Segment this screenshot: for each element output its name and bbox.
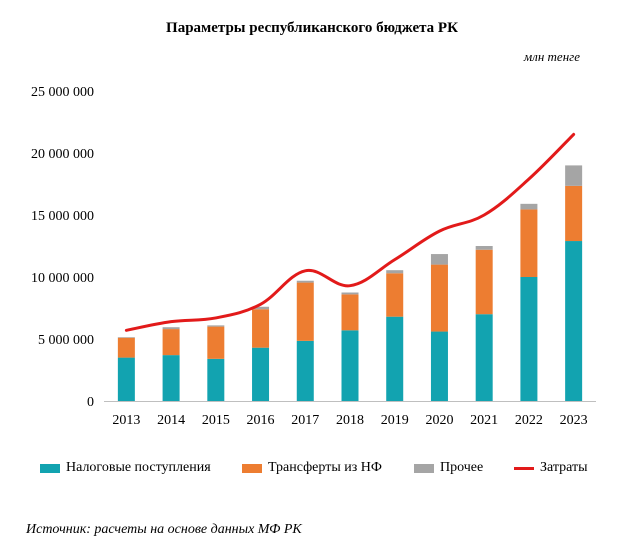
bar-tax xyxy=(207,358,225,401)
bar-other xyxy=(565,165,583,186)
bar-other xyxy=(117,337,135,338)
bar-tax xyxy=(162,355,180,401)
legend-item-other: Прочее xyxy=(414,460,483,476)
stacked-bar-line-chart: 0 5 000 000 10 000 000 15 000 000 20 000 000… xyxy=(31,85,596,428)
bar-other xyxy=(162,327,180,330)
bar-transfers xyxy=(252,309,270,348)
y-tick-label: 25 000 000 xyxy=(31,85,94,100)
legend-swatch-tax xyxy=(40,463,60,473)
y-tick-label: 20 000 000 xyxy=(31,147,94,162)
bar-other xyxy=(252,306,270,310)
legend-label-other: Прочее xyxy=(440,460,484,475)
bar-tax xyxy=(475,314,493,401)
bar-transfers xyxy=(565,185,583,242)
legend-item-expenses: Затраты xyxy=(514,460,588,476)
legend-label-transfers: Трансферты из НФ xyxy=(268,460,382,475)
bar-transfers xyxy=(430,264,448,332)
bar-transfers xyxy=(341,294,359,331)
bar-transfers xyxy=(386,273,404,317)
bar-tax xyxy=(117,357,135,401)
legend-swatch-transfers xyxy=(242,463,262,473)
x-tick-label: 2018 xyxy=(336,413,364,428)
bar-tax xyxy=(386,316,404,401)
legend-label-expenses: Затраты xyxy=(540,460,588,475)
legend: Налоговые поступления Трансферты из НФ П… xyxy=(36,460,616,482)
bar-transfers xyxy=(207,326,225,359)
bar-tax xyxy=(296,340,314,401)
y-tick-label: 0 xyxy=(87,395,94,410)
y-tick-label: 10 000 000 xyxy=(31,271,94,286)
x-tick-label: 2021 xyxy=(470,413,498,428)
x-tick-label: 2013 xyxy=(112,413,140,428)
bar-other xyxy=(296,280,314,283)
x-tick-label: 2017 xyxy=(291,413,319,428)
source-note: Источник: расчеты на основе данных МФ РК xyxy=(26,522,302,537)
bar-transfers xyxy=(520,209,538,277)
bar-other xyxy=(430,254,448,265)
unit-label: млн тенге xyxy=(523,49,580,64)
chart-title: Параметры республиканского бюджета РК xyxy=(166,20,458,36)
x-tick-label: 2014 xyxy=(157,413,185,428)
bar-tax xyxy=(430,331,448,401)
bar-tax xyxy=(252,347,270,401)
bar-tax xyxy=(520,277,538,401)
bar-transfers xyxy=(296,282,314,341)
legend-label-tax: Налоговые поступления xyxy=(66,460,211,475)
x-tick-label: 2015 xyxy=(202,413,230,428)
bar-transfers xyxy=(475,249,493,315)
legend-swatch-expenses xyxy=(514,466,534,470)
legend-swatch-other xyxy=(414,463,434,473)
bar-transfers xyxy=(162,329,180,356)
legend-item-transfers: Трансферты из НФ xyxy=(242,460,382,476)
bar-other xyxy=(341,292,359,295)
bar-other xyxy=(386,270,404,274)
legend-item-tax: Налоговые поступления xyxy=(40,460,211,476)
bar-transfers xyxy=(117,337,135,358)
expenses-line xyxy=(124,132,576,332)
y-tick-label: 15 000 000 xyxy=(31,209,94,224)
x-tick-label: 2023 xyxy=(560,413,588,428)
x-tick-label: 2020 xyxy=(425,413,453,428)
x-tick-label: 2016 xyxy=(247,413,275,428)
bar-other xyxy=(520,203,538,210)
x-tick-label: 2022 xyxy=(515,413,543,428)
bar-tax xyxy=(565,241,583,401)
y-tick-label: 5 000 000 xyxy=(38,333,94,348)
bar-other xyxy=(207,325,225,327)
bar-tax xyxy=(341,330,359,401)
bar-other xyxy=(475,246,493,250)
x-tick-label: 2019 xyxy=(381,413,409,428)
